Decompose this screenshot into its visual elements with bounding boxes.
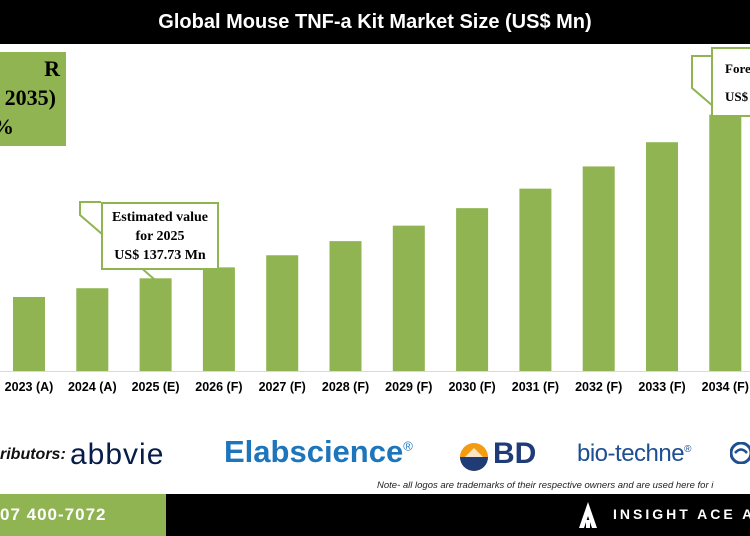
bar-2028 (F): [329, 241, 362, 371]
bio-techne-logo: bio-techne®: [577, 440, 691, 468]
bar-2032 (F): [582, 166, 615, 371]
bar-2030 (F): [456, 208, 489, 371]
bar-2034 (F): [709, 114, 742, 372]
bar-2031 (F): [519, 188, 552, 371]
cagr-box: R 2035) %: [0, 52, 66, 146]
bd-sun-icon: [460, 443, 488, 471]
abbvie-logo: abbvie: [70, 438, 165, 471]
bar-2029 (F): [392, 225, 425, 371]
elabscience-registered-mark: ®: [403, 438, 413, 454]
x-tick-label: 2026 (F): [195, 380, 242, 394]
x-tick-label: 2024 (A): [68, 380, 117, 394]
cagr-line-3: %: [0, 114, 14, 140]
x-tick-label: 2034 (F): [702, 380, 749, 394]
bar-2026 (F): [202, 267, 235, 371]
bar-2033 (F): [646, 142, 678, 371]
callout-est-line-1: Estimated value: [111, 210, 209, 225]
callout-fc-line-2: US$: [725, 89, 749, 104]
x-tick-label: 2025 (E): [132, 380, 180, 394]
bar-2025 (E): [139, 278, 172, 371]
trademark-note: Note- all logos are trademarks of their …: [377, 480, 714, 491]
x-tick-label: 2027 (F): [259, 380, 306, 394]
x-tick-label: 2031 (F): [512, 380, 559, 394]
footer-brand: INSIGHT ACE A: [613, 506, 750, 522]
distributors-row: ributors: abbvie Elabscience® BD bio-tec…: [0, 430, 750, 480]
bar-2023 (A): [13, 296, 45, 371]
footer-phone: 07 400-7072: [0, 494, 166, 536]
chart-title: Global Mouse TNF-a Kit Market Size (US$ …: [158, 10, 592, 33]
bar-chart: 2023 (A) 2024 (A) 2025 (E) 2026 (F) 2027 (F)…: [0, 55, 750, 394]
x-tick-label: 2023 (A): [5, 380, 54, 394]
bd-logo: BD: [493, 437, 537, 470]
callout-fc-line-1: Fore: [725, 61, 750, 76]
cagr-line-2: 2035): [4, 85, 56, 110]
x-tick-label: 2033 (F): [638, 380, 685, 394]
bar-2027 (F): [266, 255, 299, 371]
chart-title-bar: Global Mouse TNF-a Kit Market Size (US$ …: [0, 0, 750, 44]
callout-est-line-2: for 2025: [135, 229, 185, 244]
x-tick-label: 2030 (F): [448, 380, 495, 394]
x-tick-label: 2028 (F): [322, 380, 369, 394]
bio-techne-logo-text: bio-techne: [577, 440, 685, 467]
x-tick-label: 2032 (F): [575, 380, 622, 394]
elabscience-logo: Elabscience®: [224, 434, 413, 470]
x-tick-label: 2029 (F): [385, 380, 432, 394]
forecast-callout-connector: [691, 55, 726, 118]
callout-est-line-3: US$ 137.73 Mn: [114, 248, 206, 263]
cagr-line-1: R: [44, 56, 60, 81]
elabscience-logo-text: Elabscience: [224, 434, 404, 469]
insight-ace-logo-icon: [579, 502, 597, 528]
partial-company-logo-icon: [730, 442, 750, 464]
bar-2024 (A): [76, 288, 109, 371]
distributors-label: ributors:: [0, 446, 66, 463]
forecast-value-callout: Fore US$: [711, 47, 750, 117]
footer-bar: 07 400-7072 INSIGHT ACE A: [0, 494, 750, 536]
bio-techne-registered-mark: ®: [684, 444, 691, 455]
estimated-value-callout: Estimated value for 2025 US$ 137.73 Mn: [101, 202, 219, 270]
